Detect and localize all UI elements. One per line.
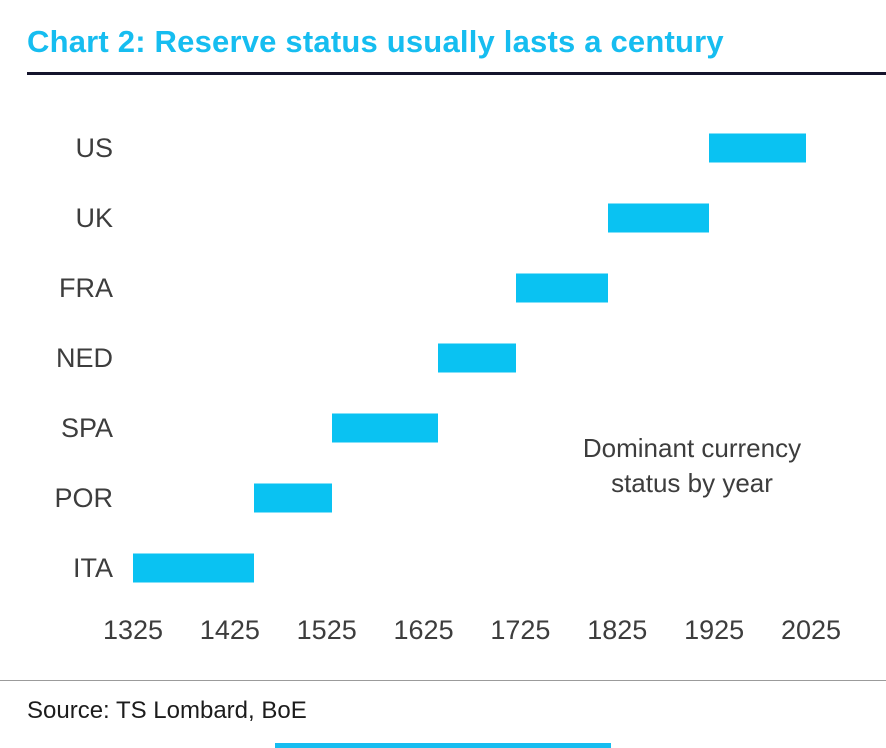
bar-track	[133, 113, 811, 183]
chart-row: ITA	[27, 533, 811, 603]
chart-area: US UK FRA NED SPA POR ITA Dominant currency st…	[27, 113, 841, 655]
era-bar	[515, 273, 608, 303]
annotation-line-1: Dominant currency	[582, 433, 802, 463]
chart-row: POR	[27, 463, 811, 533]
era-bar	[331, 413, 439, 443]
x-tick-label: 1525	[296, 615, 357, 645]
x-tick-label: 1425	[199, 615, 260, 645]
footer-accent-line	[275, 743, 611, 748]
category-label: ITA	[73, 552, 113, 583]
x-tick-label: 1825	[587, 615, 648, 645]
bar-track	[133, 393, 811, 463]
era-bar	[133, 553, 255, 583]
x-tick-label: 1925	[684, 615, 745, 645]
category-label: NED	[55, 342, 113, 373]
category-label: POR	[54, 482, 113, 513]
x-axis: 1325 1425 1525 1625 1725 1825 1925 2025	[103, 615, 841, 655]
chart-rows: US UK FRA NED SPA POR ITA	[27, 113, 811, 603]
chart-row: US	[27, 113, 811, 183]
category-label: SPA	[60, 412, 113, 443]
era-bar	[709, 133, 807, 163]
annotation-line-2: status by year	[611, 468, 773, 499]
bar-track	[133, 323, 811, 393]
bar-track	[133, 253, 811, 323]
chart-row: FRA	[27, 253, 811, 323]
x-tick-label: 1325	[102, 615, 164, 645]
title-underline	[27, 72, 886, 75]
source-text: Source: TS Lombard, BoE	[27, 697, 307, 724]
bar-track	[133, 183, 811, 253]
chart-row: UK	[27, 183, 811, 253]
x-tick-label: 2025	[780, 615, 842, 645]
chart-title: Chart 2: Reserve status usually lasts a …	[27, 24, 724, 59]
bar-track	[133, 533, 811, 603]
footer-divider	[0, 680, 886, 681]
x-tick-label: 1625	[393, 615, 454, 645]
x-tick-label: 1725	[490, 615, 551, 645]
era-bar	[254, 483, 332, 513]
bar-track	[133, 463, 811, 533]
category-label: US	[75, 132, 113, 163]
chart-row: NED	[27, 323, 811, 393]
category-label: FRA	[59, 272, 113, 303]
era-bar	[438, 343, 516, 373]
era-bar	[607, 203, 710, 233]
chart-row: SPA	[27, 393, 811, 463]
category-label: UK	[75, 202, 113, 233]
chart-annotation: Dominant currency status by year	[527, 431, 857, 501]
